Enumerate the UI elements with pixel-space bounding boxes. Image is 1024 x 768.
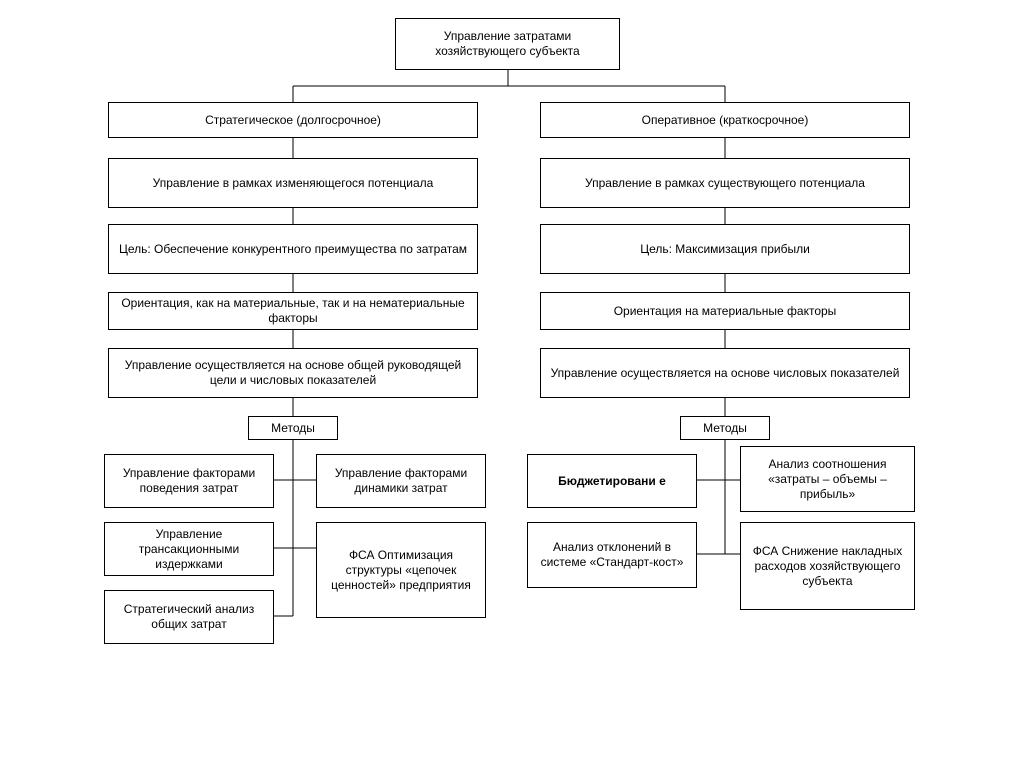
node-left-method-2: Управление факторами динамики затрат [316, 454, 486, 508]
node-right-orientation: Ориентация на материальные факторы [540, 292, 910, 330]
node-left-method-3: Управление трансакционными издержками [104, 522, 274, 576]
node-left-method-1: Управление факторами поведения затрат [104, 454, 274, 508]
node-left-methods-label: Методы [248, 416, 338, 440]
node-right-goal: Цель: Максимизация прибыли [540, 224, 910, 274]
node-left-orientation: Ориентация, как на материальные, так и н… [108, 292, 478, 330]
node-strategic: Стратегическое (долгосрочное) [108, 102, 478, 138]
node-left-method-4: ФСА Оптимизация структуры «цепочек ценно… [316, 522, 486, 618]
node-root: Управление затратами хозяйствующего субъ… [395, 18, 620, 70]
node-left-management: Управление в рамках изменяющегося потенц… [108, 158, 478, 208]
node-right-method-2: Анализ соотношения «затраты – объемы – п… [740, 446, 915, 512]
node-left-method-5: Стратегический анализ общих затрат [104, 590, 274, 644]
node-operational: Оперативное (краткосрочное) [540, 102, 910, 138]
node-right-method-4: ФСА Снижение накладных расходов хозяйств… [740, 522, 915, 610]
node-right-methods-label: Методы [680, 416, 770, 440]
node-right-method-3: Анализ отклонений в системе «Стандарт-ко… [527, 522, 697, 588]
node-right-management: Управление в рамках существующего потенц… [540, 158, 910, 208]
node-right-method-1: Бюджетировани е [527, 454, 697, 508]
node-left-goal: Цель: Обеспечение конкурентного преимуще… [108, 224, 478, 274]
node-right-basis: Управление осуществляется на основе числ… [540, 348, 910, 398]
node-left-basis: Управление осуществляется на основе обще… [108, 348, 478, 398]
